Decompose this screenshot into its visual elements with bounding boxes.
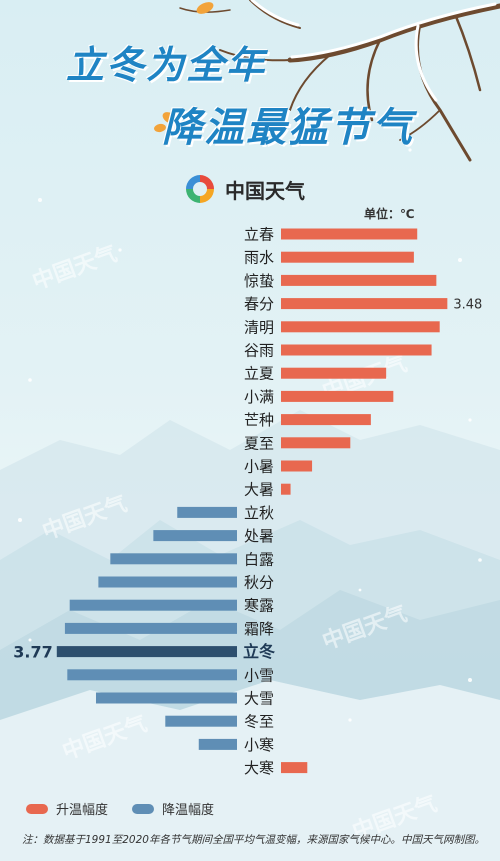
category-label-处暑: 处暑: [244, 527, 274, 545]
category-label-立秋: 立秋: [244, 504, 274, 522]
category-label-小寒: 小寒: [244, 736, 274, 754]
bar-rise-小满: [281, 390, 394, 402]
weather-logo-icon: [186, 175, 214, 203]
bar-rise-清明: [281, 321, 440, 333]
bar-rise-立春: [281, 228, 418, 240]
category-label-惊蛰: 惊蛰: [244, 272, 274, 290]
bar-fall-小寒: [198, 738, 237, 750]
legend-item-rise: 升温幅度: [26, 799, 108, 818]
data-label-立冬: 3.77: [13, 643, 52, 662]
bar-fall-处暑: [153, 530, 237, 542]
category-label-立夏: 立夏: [244, 365, 274, 383]
legend-swatch-rise: [26, 803, 48, 814]
bar-rise-大寒: [281, 762, 308, 774]
category-label-冬至: 冬至: [244, 713, 274, 731]
bar-fall-白露: [110, 553, 237, 565]
category-label-谷雨: 谷雨: [244, 342, 274, 360]
bar-fall-立秋: [177, 506, 237, 518]
category-label-大暑: 大暑: [244, 481, 274, 499]
bar-rise-芒种: [281, 414, 371, 426]
category-label-夏至: 夏至: [244, 434, 274, 452]
category-label-霜降: 霜降: [244, 620, 274, 638]
bar-fall-大雪: [95, 692, 238, 704]
snowy-branch-decoration: [154, 0, 500, 162]
bar-rise-大暑: [281, 483, 291, 495]
category-label-大寒: 大寒: [244, 759, 274, 777]
category-label-寒露: 寒露: [244, 597, 274, 615]
brand-logo: 中国天气: [183, 172, 305, 206]
bar-rise-小暑: [281, 460, 313, 472]
data-label-春分: 3.48: [453, 298, 482, 313]
bar-fall-秋分: [98, 576, 237, 588]
unit-label: 单位：℃: [364, 207, 415, 221]
bar-rise-立夏: [281, 367, 387, 379]
category-label-小雪: 小雪: [244, 666, 274, 684]
bar-fall-霜降: [64, 622, 237, 634]
legend-swatch-fall: [132, 803, 155, 814]
bar-rise-谷雨: [281, 344, 432, 356]
bar-rise-春分: [281, 298, 448, 310]
bar-fall-小雪: [67, 669, 237, 681]
category-label-秋分: 秋分: [244, 574, 274, 592]
bar-rise-雨水: [281, 251, 414, 263]
title-line-1: 立冬为全年: [66, 42, 267, 87]
category-label-白露: 白露: [244, 550, 274, 568]
bar-fall-冬至: [165, 715, 237, 727]
bar-rise-惊蛰: [281, 274, 437, 286]
legend-label-fall: 降温幅度: [162, 803, 215, 818]
bar-rise-夏至: [281, 437, 351, 449]
category-label-雨水: 雨水: [244, 249, 274, 267]
legend-label-rise: 升温幅度: [56, 803, 109, 818]
category-label-大雪: 大雪: [244, 690, 274, 708]
legend-item-fall: 降温幅度: [132, 799, 214, 818]
bar-fall-立冬: [56, 646, 237, 658]
legend: 升温幅度 降温幅度: [26, 799, 238, 818]
category-label-立春: 立春: [244, 226, 274, 244]
bar-fall-寒露: [69, 599, 237, 611]
category-label-小满: 小满: [244, 388, 274, 406]
category-label-芒种: 芒种: [244, 411, 274, 429]
brand-name: 中国天气: [225, 178, 305, 203]
category-label-小暑: 小暑: [244, 458, 274, 476]
category-label-清明: 清明: [244, 318, 274, 336]
title-line-2: 降温最猛节气: [162, 104, 414, 151]
category-label-立冬: 立冬: [243, 642, 275, 661]
category-label-春分: 春分: [244, 295, 274, 313]
data-source-note: 注：数据基于1991至2020年各节气期间全国平均气温变幅，来源国家气候中心。中…: [22, 834, 485, 846]
